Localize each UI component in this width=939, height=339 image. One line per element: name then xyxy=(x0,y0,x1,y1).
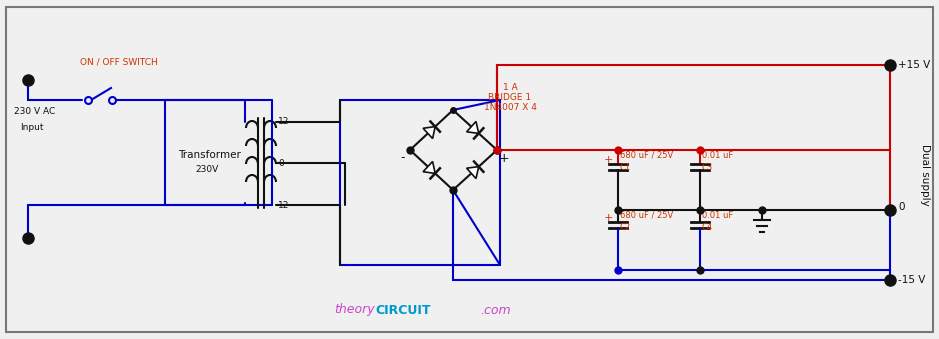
Text: Input: Input xyxy=(20,122,43,132)
Text: .com: .com xyxy=(480,303,511,317)
Text: 230 V AC: 230 V AC xyxy=(14,107,55,117)
Text: ON / OFF SWITCH: ON / OFF SWITCH xyxy=(80,58,158,66)
Text: -15 V: -15 V xyxy=(898,275,925,285)
Text: +: + xyxy=(604,155,613,165)
Text: Dual supply: Dual supply xyxy=(920,144,930,206)
Text: 0: 0 xyxy=(898,202,904,212)
Text: 12: 12 xyxy=(278,200,289,210)
Text: theory: theory xyxy=(334,303,375,317)
Polygon shape xyxy=(423,161,435,174)
Text: C3: C3 xyxy=(702,162,714,172)
Text: 230V: 230V xyxy=(195,165,218,175)
Text: 0.01 uF: 0.01 uF xyxy=(702,211,733,219)
Text: +: + xyxy=(499,152,510,164)
Text: 1N4007 X 4: 1N4007 X 4 xyxy=(484,103,536,113)
Text: 680 uF / 25V: 680 uF / 25V xyxy=(620,151,673,160)
Text: 0: 0 xyxy=(278,159,284,167)
Text: 0.01 uF: 0.01 uF xyxy=(702,151,733,160)
Text: C1: C1 xyxy=(620,162,631,172)
Text: +: + xyxy=(604,213,613,223)
Text: 680 uF / 25V: 680 uF / 25V xyxy=(620,211,673,219)
Text: C4: C4 xyxy=(702,222,713,232)
Polygon shape xyxy=(423,126,435,139)
Text: Transformer: Transformer xyxy=(178,150,241,160)
Text: C2: C2 xyxy=(620,222,631,232)
Text: 12: 12 xyxy=(278,118,289,126)
Text: CIRCUIT: CIRCUIT xyxy=(375,303,430,317)
Text: 1 A: 1 A xyxy=(502,83,517,93)
Text: BRIDGE 1: BRIDGE 1 xyxy=(488,94,531,102)
Polygon shape xyxy=(467,121,479,133)
Text: -: - xyxy=(400,152,405,164)
Text: +15 V: +15 V xyxy=(898,60,931,70)
Polygon shape xyxy=(467,167,479,179)
